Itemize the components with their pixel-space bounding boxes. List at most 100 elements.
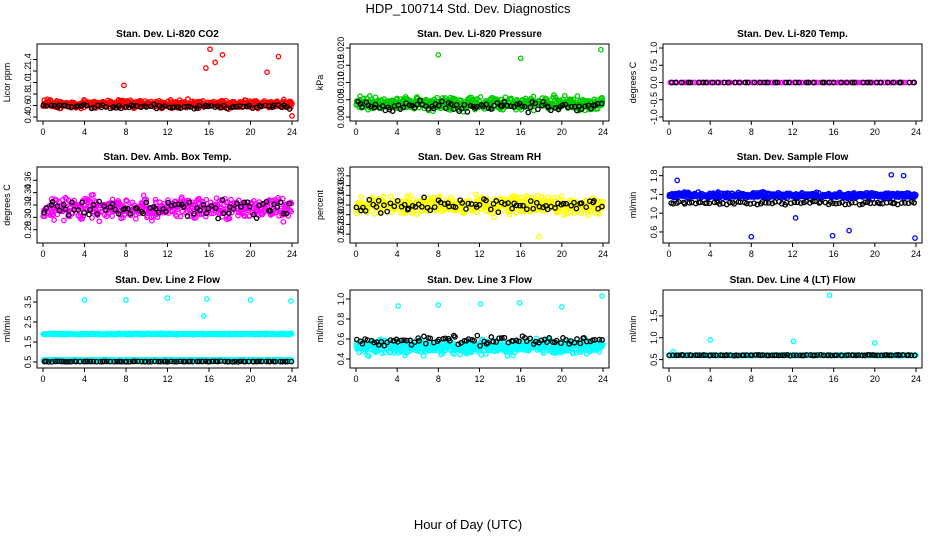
panel-title: Stan. Dev. Amb. Box Temp. (103, 152, 231, 163)
x-tick-label: 24 (911, 374, 921, 384)
data-point (94, 211, 100, 217)
data-point (362, 207, 369, 214)
x-tick-label: 16 (204, 374, 214, 384)
x-tick-label: 20 (870, 249, 880, 259)
data-point (395, 303, 402, 309)
data-point (519, 103, 525, 109)
y-tick-label: 0.8 (23, 88, 33, 101)
data-point (463, 206, 469, 212)
y-tick-label: 1.2 (23, 65, 33, 78)
data-point (568, 202, 575, 209)
data-point (143, 199, 150, 206)
y-axis-label: ml/min (315, 316, 325, 343)
y-tick-label: 0.8 (336, 313, 346, 326)
data-point (207, 46, 213, 53)
data-point (387, 200, 394, 207)
x-tick-label: 20 (870, 374, 880, 384)
data-point (509, 207, 515, 214)
data-point (200, 313, 207, 319)
series-1-cyan (40, 295, 295, 338)
data-point (772, 79, 779, 86)
data-point (177, 213, 184, 220)
data-point (414, 101, 420, 108)
data-point (56, 207, 63, 214)
panel-title: Stan. Dev. Line 3 Flow (427, 275, 532, 286)
data-point (79, 199, 86, 206)
data-point (409, 203, 416, 209)
data-point (472, 191, 479, 198)
data-point (121, 82, 127, 89)
data-point (288, 208, 295, 215)
data-point (164, 295, 171, 301)
data-point (381, 202, 387, 209)
panel-3: Stan. Dev. Li-820 Temp.0 4 8 12 16 20 24-1.0-0… (628, 29, 923, 137)
data-point (234, 200, 240, 207)
data-point (250, 211, 257, 218)
data-point (574, 107, 580, 114)
x-tick-label: 4 (82, 127, 87, 137)
data-point (277, 199, 284, 206)
data-point (583, 204, 590, 210)
data-point (130, 103, 137, 109)
data-point (821, 79, 827, 86)
data-point (90, 192, 96, 198)
data-point (565, 104, 571, 111)
data-point (476, 202, 483, 208)
data-point (529, 99, 536, 105)
data-point (373, 204, 380, 210)
data-point (49, 199, 56, 205)
data-point (196, 195, 203, 202)
panel-title: Stan. Dev. Sample Flow (737, 152, 849, 163)
data-point (570, 96, 577, 103)
data-point (559, 102, 566, 109)
y-tick-label: 0.6 (336, 333, 346, 346)
y-tick-label: 1.0 (23, 76, 33, 89)
data-point (62, 102, 68, 109)
data-point (573, 205, 580, 212)
data-point (856, 79, 863, 86)
data-point (90, 201, 97, 208)
data-point (109, 201, 116, 207)
data-point (202, 213, 209, 220)
data-point (404, 193, 410, 200)
x-tick-label: 0 (353, 374, 358, 384)
data-point (61, 217, 67, 224)
data-point (123, 104, 130, 110)
data-point (186, 199, 193, 206)
data-point (884, 79, 891, 86)
series-2-black (353, 194, 605, 216)
data-point (452, 204, 459, 211)
data-point (578, 200, 585, 206)
data-point (178, 194, 185, 200)
y-tick-label: -0.5 (649, 92, 659, 108)
data-point (483, 197, 489, 204)
data-point (805, 79, 812, 86)
data-point (527, 104, 534, 110)
data-point (152, 196, 159, 203)
y-tick-label: 3.5 (23, 296, 33, 309)
data-point (134, 205, 140, 212)
data-point (413, 211, 420, 218)
data-point (846, 227, 852, 234)
data-point (205, 103, 212, 110)
data-point (372, 94, 379, 101)
data-point (867, 79, 874, 86)
data-point (200, 201, 207, 208)
data-point (102, 207, 109, 213)
data-point (498, 103, 505, 110)
data-point (65, 103, 71, 110)
data-point (761, 79, 768, 86)
data-point (568, 103, 575, 110)
figure-title: HDP_100714 Std. Dev. Diagnostics (365, 1, 571, 16)
y-tick-label: 0.6 (23, 99, 33, 112)
data-point (574, 93, 581, 99)
data-point (69, 199, 75, 206)
y-tick-label: 0.38 (336, 167, 346, 185)
data-point (672, 79, 679, 86)
data-point (560, 200, 567, 207)
x-tick-label: 12 (162, 249, 172, 259)
data-point (43, 205, 50, 211)
